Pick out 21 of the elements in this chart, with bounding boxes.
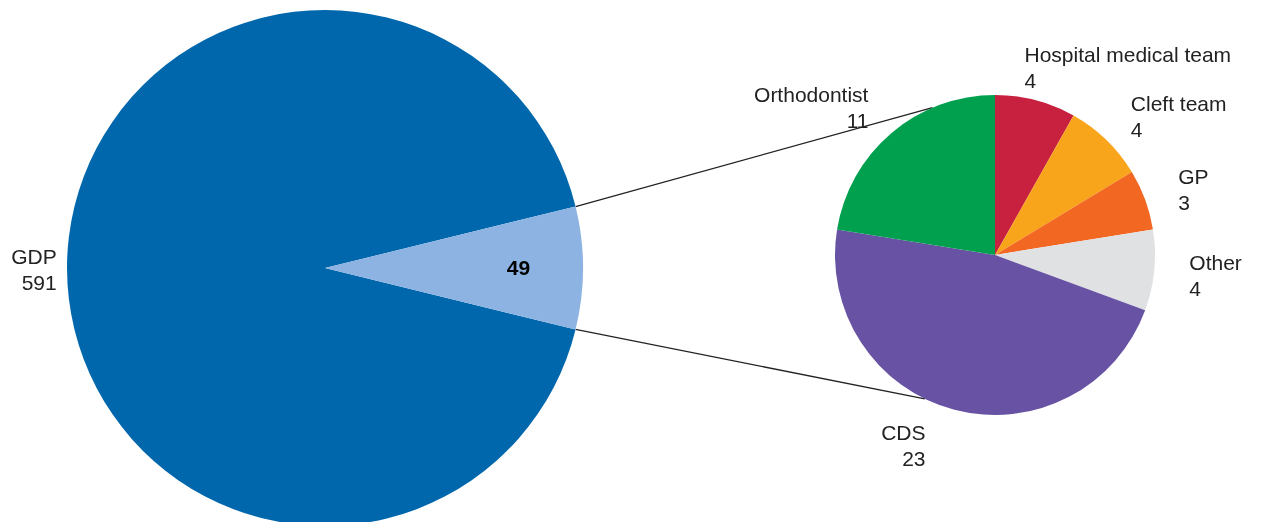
slice-label: Other	[1189, 250, 1242, 274]
pie-slice	[835, 229, 1146, 415]
data-label: 3	[1178, 190, 1190, 214]
pie-slice	[325, 206, 583, 330]
pie-slice	[995, 115, 1132, 255]
slice-label: GP	[1178, 164, 1209, 188]
data-label: 4	[1189, 276, 1202, 300]
data-label: 4	[1130, 117, 1143, 141]
data-label: 23	[902, 446, 926, 470]
data-label: 49	[506, 256, 531, 279]
pie-slice	[995, 172, 1153, 255]
data-label: 4	[1024, 69, 1037, 93]
slice-label: Hospital medical team	[1024, 43, 1232, 67]
data-label: 591	[21, 271, 57, 294]
data-label: 11	[846, 109, 869, 133]
slice-label: GDP	[11, 245, 57, 268]
slice-label: Orthodontist	[754, 83, 869, 107]
slice-label: CDS	[881, 420, 926, 444]
pie-slice	[995, 229, 1155, 311]
slice-label: Cleft team	[1130, 91, 1227, 115]
pie-slice	[995, 95, 1074, 255]
